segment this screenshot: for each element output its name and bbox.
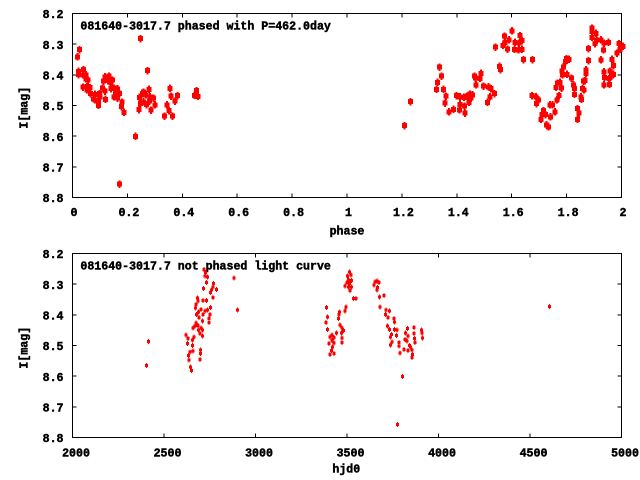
svg-text:8.7: 8.7 [43,403,64,416]
svg-text:3500: 3500 [337,447,365,460]
svg-text:1.6: 1.6 [503,207,524,220]
svg-text:1.2: 1.2 [393,207,414,220]
svg-text:0.2: 0.2 [118,207,139,220]
svg-text:8.6: 8.6 [43,372,64,385]
svg-text:1.8: 1.8 [558,207,579,220]
svg-text:4000: 4000 [428,447,456,460]
svg-text:081640-3017.7 not phased light: 081640-3017.7 not phased light curve [80,260,331,273]
svg-text:8.6: 8.6 [43,132,64,145]
svg-text:I[mag]: I[mag] [19,87,32,129]
svg-text:4500: 4500 [520,447,548,460]
svg-text:0.8: 0.8 [283,207,304,220]
svg-text:8.3: 8.3 [43,40,64,53]
svg-text:0.6: 0.6 [228,207,249,220]
svg-text:8.2: 8.2 [43,9,64,22]
svg-text:2000: 2000 [62,447,90,460]
svg-text:081640-3017.7 phased with P=46: 081640-3017.7 phased with P=462.0day [80,20,331,33]
svg-text:0: 0 [71,207,78,220]
svg-text:8.8: 8.8 [43,433,64,446]
svg-text:8.4: 8.4 [43,71,64,84]
svg-text:2500: 2500 [154,447,182,460]
svg-text:8.5: 8.5 [43,101,64,114]
svg-text:8.7: 8.7 [43,163,64,176]
svg-text:8.5: 8.5 [43,341,64,354]
svg-text:5000: 5000 [611,447,639,460]
svg-text:8.2: 8.2 [43,249,64,262]
svg-text:1.4: 1.4 [448,207,469,220]
svg-text:3000: 3000 [245,447,273,460]
svg-text:1: 1 [345,207,352,220]
svg-text:2: 2 [620,207,627,220]
svg-text:hjd0: hjd0 [332,464,360,477]
svg-text:phase: phase [330,226,365,239]
svg-text:0.4: 0.4 [173,207,194,220]
svg-text:8.3: 8.3 [43,280,64,293]
svg-text:8.8: 8.8 [43,193,64,206]
svg-text:I[mag]: I[mag] [19,327,32,369]
svg-text:8.4: 8.4 [43,311,64,324]
